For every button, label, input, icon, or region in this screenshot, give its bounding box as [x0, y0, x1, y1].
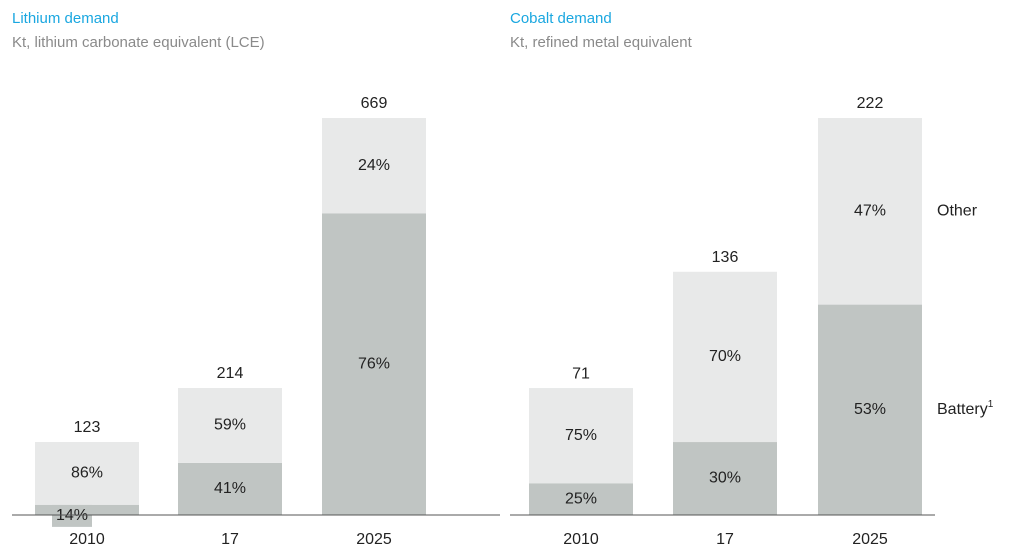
total-label: 123	[74, 419, 101, 436]
bar-segment	[818, 304, 922, 515]
chart-title: Lithium demand	[12, 10, 119, 27]
chart-subtitle: Kt, lithium carbonate equivalent (LCE)	[12, 34, 265, 51]
x-tick-label: 2010	[563, 531, 599, 548]
x-tick-label: 17	[716, 531, 734, 548]
x-tick-label: 17	[221, 531, 239, 548]
bar-segment	[529, 388, 633, 484]
x-tick-label: 2025	[852, 531, 888, 548]
legend-name: Other	[937, 203, 978, 220]
bar-segment	[178, 462, 282, 515]
chart-subtitle: Kt, refined metal equivalent	[510, 34, 693, 51]
bar-segment	[322, 118, 426, 214]
x-tick-label: 2025	[356, 531, 392, 548]
value-label: 53%	[854, 401, 886, 418]
x-tick-label: 2010	[69, 531, 105, 548]
value-label: 59%	[214, 417, 246, 434]
bar-segment	[673, 271, 777, 443]
total-label: 669	[361, 95, 388, 112]
label-box	[52, 504, 92, 527]
value-label: 14%	[56, 507, 88, 524]
value-label: 47%	[854, 203, 886, 220]
value-label: 76%	[358, 355, 390, 372]
legend-label: Other	[937, 203, 978, 220]
bar-segment	[35, 442, 139, 505]
value-label: 30%	[709, 470, 741, 487]
legend-name: Battery	[937, 401, 988, 418]
value-label: 70%	[709, 348, 741, 365]
bar-segment	[673, 442, 777, 515]
legend-label: Battery1	[937, 398, 994, 418]
value-label: 25%	[565, 490, 597, 507]
chart-title: Cobalt demand	[510, 10, 612, 27]
bar-segment	[818, 118, 922, 305]
total-label: 214	[217, 365, 244, 382]
total-label: 136	[712, 249, 739, 266]
value-label: 41%	[214, 480, 246, 497]
bar-segment	[322, 213, 426, 515]
total-label: 71	[572, 365, 590, 382]
value-label: 86%	[71, 465, 103, 482]
legend-footnote: 1	[988, 398, 994, 409]
bar-segment	[178, 388, 282, 463]
value-label: 24%	[358, 157, 390, 174]
value-label: 75%	[565, 427, 597, 444]
bar-segment	[529, 483, 633, 515]
total-label: 222	[857, 95, 884, 112]
